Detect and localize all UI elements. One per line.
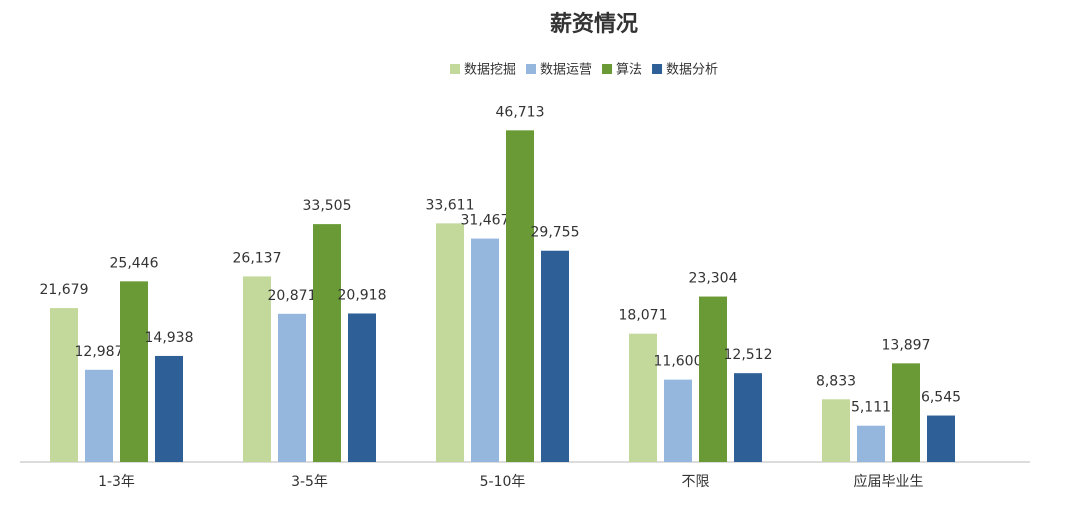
legend-swatch [526, 64, 537, 74]
legend-label: 数据分析 [666, 63, 718, 78]
bar [629, 333, 657, 462]
bar [699, 296, 727, 462]
x-tick-label: 不限 [682, 474, 710, 490]
data-label: 31,467 [461, 213, 510, 229]
data-label: 29,755 [531, 225, 580, 241]
bar [734, 373, 762, 462]
legend-label: 算法 [616, 63, 642, 78]
data-label: 23,304 [689, 271, 738, 287]
bar [506, 130, 534, 462]
data-label: 18,071 [619, 308, 668, 324]
data-label: 12,987 [75, 344, 124, 360]
bar [822, 399, 850, 462]
bar [857, 425, 885, 462]
x-tick-label: 应届毕业生 [854, 473, 924, 490]
data-label: 12,512 [724, 347, 773, 363]
data-label: 14,938 [145, 330, 194, 346]
legend-label: 数据运营 [540, 63, 592, 78]
bar [348, 313, 376, 462]
data-label: 33,505 [303, 198, 352, 214]
data-label: 25,446 [110, 255, 159, 271]
bar [892, 363, 920, 462]
legend-label: 数据挖掘 [464, 63, 516, 78]
legend-swatch [602, 64, 613, 74]
data-label: 6,545 [921, 390, 961, 406]
chart-title: 薪资情况 [550, 11, 638, 37]
bar [436, 223, 464, 462]
data-label: 8,833 [816, 373, 856, 389]
x-tick-label: 3-5年 [291, 474, 328, 490]
bar [155, 355, 183, 462]
bar [85, 369, 113, 462]
bar [927, 415, 955, 462]
data-label: 5,111 [851, 400, 891, 416]
bar [471, 238, 499, 462]
bar [664, 379, 692, 462]
bar [50, 308, 78, 462]
legend-swatch [652, 64, 663, 74]
data-label: 21,679 [40, 282, 89, 298]
data-label: 46,713 [496, 104, 545, 120]
bar [243, 276, 271, 462]
data-label: 13,897 [882, 337, 931, 353]
bar [278, 313, 306, 462]
legend-swatch [450, 64, 460, 74]
data-label: 26,137 [233, 250, 282, 266]
bar [120, 281, 148, 462]
x-tick-label: 5-10年 [480, 474, 526, 490]
data-label: 20,871 [268, 288, 317, 304]
bar [541, 250, 569, 462]
data-label: 20,918 [338, 287, 387, 303]
x-tick-label: 1-3年 [98, 474, 135, 490]
bar [313, 224, 341, 462]
data-label: 11,600 [654, 354, 703, 370]
data-label: 33,611 [426, 197, 475, 213]
